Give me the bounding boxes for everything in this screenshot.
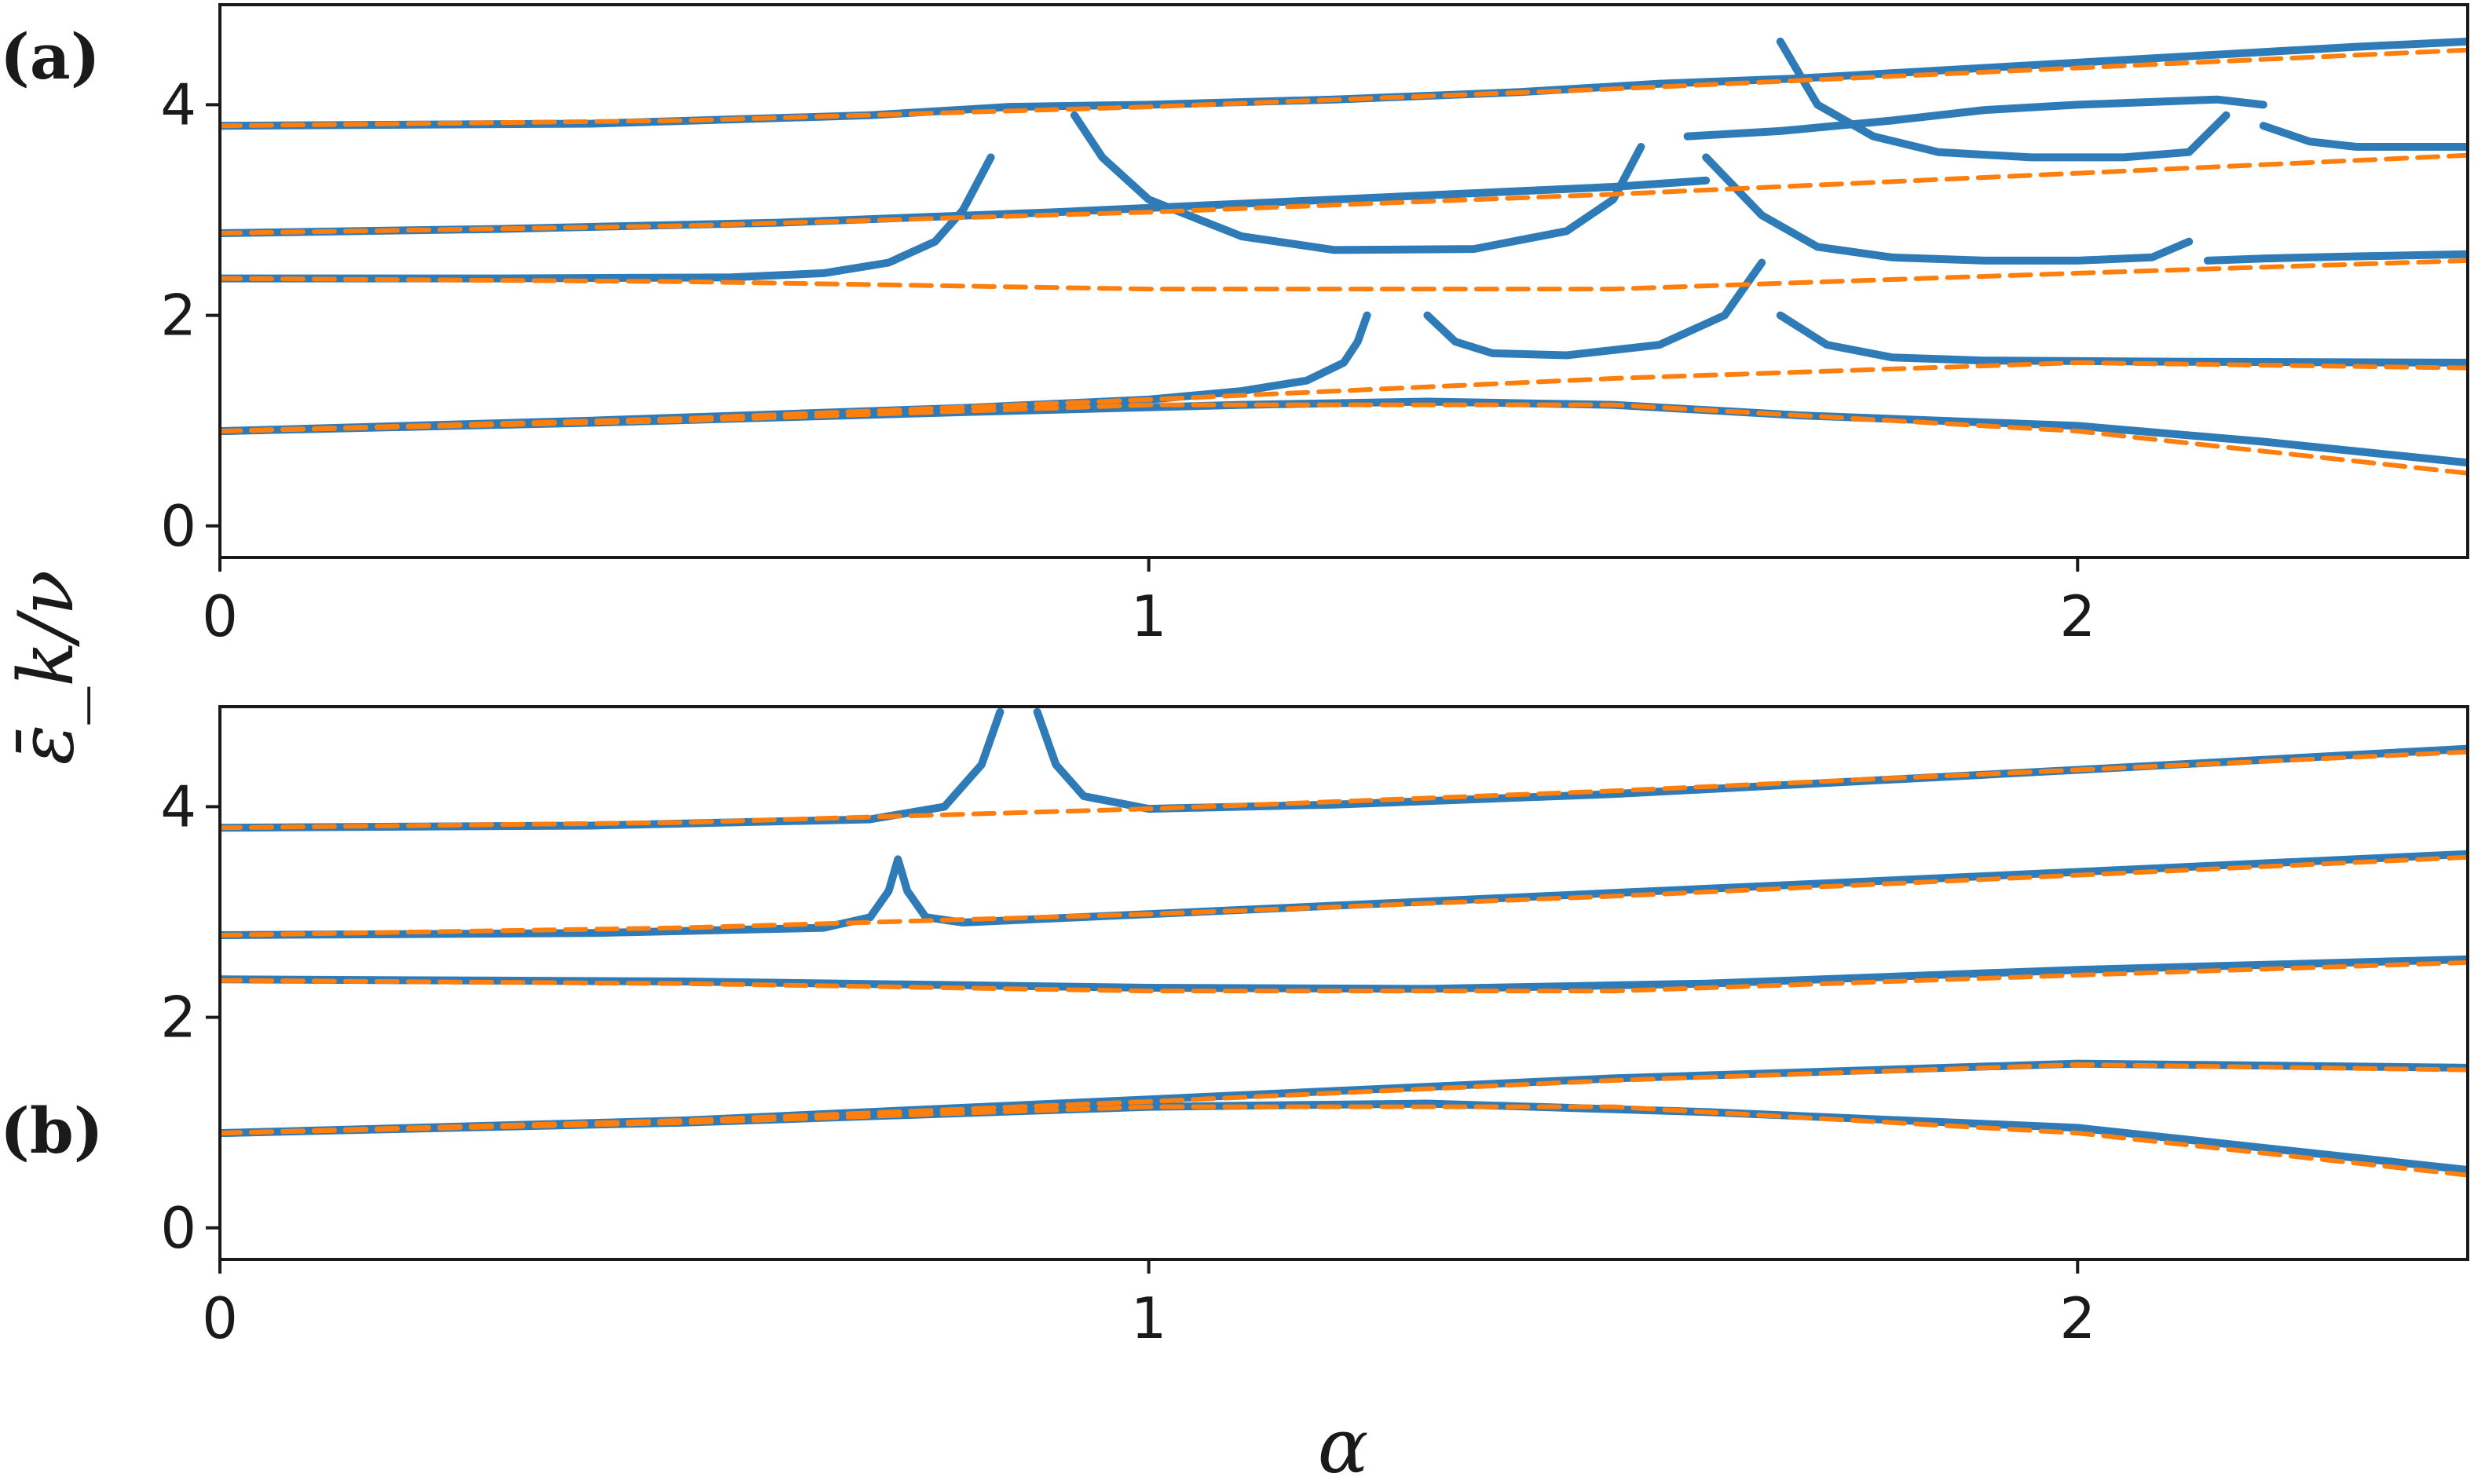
series-line-a-8 — [1776, 311, 2468, 367]
x-tick-label-b: 2 — [2059, 1285, 2095, 1351]
series-line-b-1 — [220, 1062, 2468, 1136]
series-line-a-1 — [220, 360, 2468, 434]
series-line-b-8 — [220, 850, 2468, 939]
y-tick-label-b: 2 — [160, 985, 196, 1051]
plot-area-b — [220, 707, 2468, 1178]
series-line-a-17 — [220, 79, 1664, 130]
panel-b: 0 1 2 0 2 4 (b) — [0, 705, 2469, 1351]
axes-frame-a — [218, 3, 2469, 559]
series-line-a-11 — [2203, 250, 2468, 265]
series-line-a-10 — [1702, 153, 2194, 265]
ticks-a: 0 1 2 0 2 4 — [160, 71, 2095, 649]
series-line-a-12 — [220, 176, 1711, 237]
series-line-b-2 — [220, 959, 2468, 994]
series-line-b-10 — [1033, 707, 2468, 813]
panel-label-b: (b) — [0, 1094, 104, 1168]
x-tick-label-b: 0 — [202, 1285, 238, 1351]
series-line-a-16 — [2259, 122, 2468, 151]
series-line-b-0 — [220, 1104, 2468, 1178]
series-line-a-7 — [1423, 258, 1766, 360]
x-axis-label: α — [1318, 1402, 1369, 1484]
series-line-a-2 — [220, 258, 2468, 292]
series-line-b-5 — [220, 1099, 2468, 1174]
series-line-b-6 — [220, 1059, 2468, 1138]
series-line-a-14 — [1683, 95, 2267, 141]
panel-a: 0 1 2 0 2 4 (a) — [0, 3, 2469, 649]
series-line-a-13 — [1070, 111, 1645, 254]
y-tick-label-b: 4 — [160, 773, 196, 839]
x-tick-label-a: 1 — [1131, 583, 1167, 649]
series-line-a-3 — [220, 152, 2468, 236]
y-tick-label-a: 2 — [160, 283, 196, 349]
series-line-a-4 — [220, 47, 2468, 129]
panel-label-a: (a) — [0, 20, 101, 93]
series-line-b-4 — [220, 749, 2468, 831]
series-line-a-6 — [220, 311, 1371, 436]
ticks-b: 0 1 2 0 2 4 — [160, 773, 2095, 1351]
y-axis-label: ε̄_k/ν — [2, 570, 90, 765]
axes-frame-b — [218, 705, 2469, 1261]
series-line-b-3 — [220, 854, 2468, 938]
x-tick-label-b: 1 — [1131, 1285, 1167, 1351]
y-tick-label-a: 0 — [160, 493, 196, 559]
x-tick-label-a: 2 — [2059, 583, 2095, 649]
series-line-b-7 — [220, 955, 2468, 993]
series-line-a-0 — [220, 402, 2468, 476]
series-line-a-15 — [1776, 37, 2231, 162]
series-line-a-5 — [220, 397, 2468, 467]
x-tick-label-a: 0 — [202, 583, 238, 649]
plot-area-a — [220, 37, 2468, 476]
y-tick-label-b: 0 — [160, 1195, 196, 1261]
y-tick-label-a: 4 — [160, 71, 196, 137]
series-line-b-9 — [220, 707, 1005, 832]
